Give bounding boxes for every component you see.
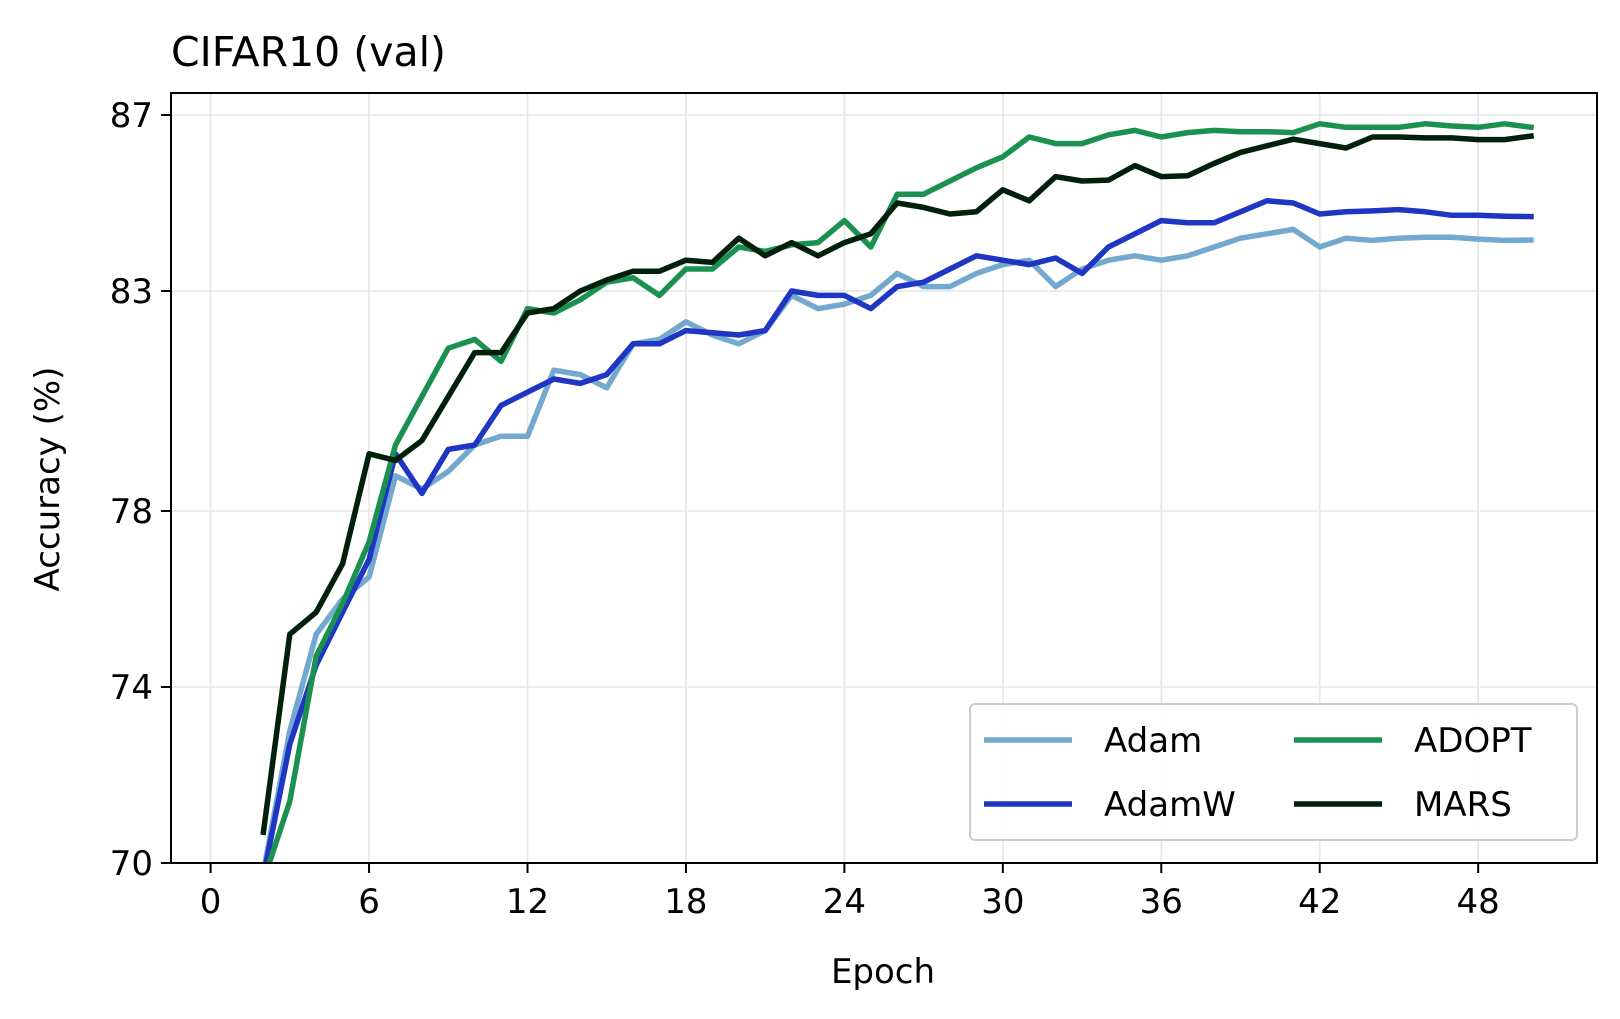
legend-label-adamw: AdamW [1104,785,1236,825]
series-line-mars [260,133,1535,836]
x-axis-label: Epoch [831,952,935,992]
x-tick-label: 42 [1298,882,1341,922]
legend-label-mars: MARS [1414,785,1512,825]
y-tick-label: 74 [110,668,153,708]
x-tick-label: 30 [981,882,1024,922]
y-tick-label: 70 [110,844,153,884]
axes: 0 6 12 18 24 30 36 42 48 70 74 78 83 87 [110,92,1598,922]
legend-label-adopt: ADOPT [1414,721,1532,761]
y-axis-label: Accuracy (%) [28,367,68,592]
x-tick-label: 18 [664,882,707,922]
series-line-adamw [263,198,1534,863]
x-tick-label: 0 [200,882,222,922]
x-tick-label: 36 [1140,882,1183,922]
y-tick-label: 78 [110,492,153,532]
legend-label-adam: Adam [1104,721,1202,761]
x-tick-label: 12 [506,882,549,922]
legend-box [969,703,1578,841]
chart-title: CIFAR10 (val) [171,28,446,76]
legend: Adam AdamW ADOPT MARS [969,703,1578,841]
series-line-adopt [266,121,1535,863]
x-tick-label: 24 [823,882,866,922]
series-lines [260,121,1535,863]
y-tick-label: 83 [110,272,153,312]
x-tick-label: 6 [358,882,380,922]
plot-frame [170,92,1598,864]
x-tick-label: 48 [1457,882,1500,922]
y-tick-label: 87 [110,96,153,136]
